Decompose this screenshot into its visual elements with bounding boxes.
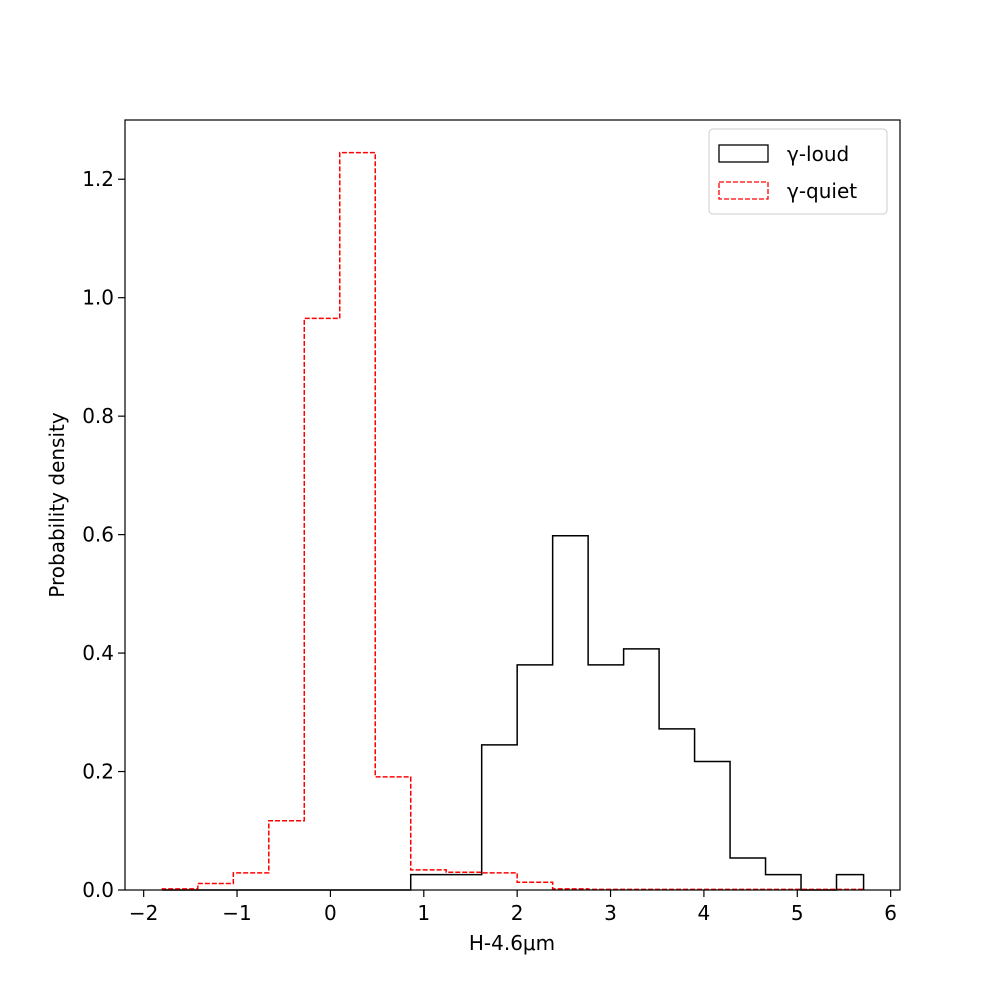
x-axis-title: H-4.6μm — [469, 931, 555, 955]
x-tick-label: 4 — [698, 901, 711, 925]
legend-swatch-loud — [718, 144, 769, 163]
x-tick-label: 5 — [791, 901, 804, 925]
y-tick-label: 1.0 — [82, 286, 114, 310]
x-tick-label: 2 — [511, 901, 524, 925]
x-tick-label: −2 — [129, 901, 158, 925]
y-tick-label: 1.2 — [82, 167, 114, 191]
y-tick-label: 0.2 — [82, 760, 114, 784]
y-tick-label: 0.0 — [82, 878, 114, 902]
axes-frame — [124, 119, 901, 891]
x-tick-label: −1 — [222, 901, 251, 925]
legend-box — [708, 128, 888, 215]
x-tick-label: 0 — [324, 901, 337, 925]
y-tick-label: 0.6 — [82, 523, 114, 547]
axis-ticks: −2 −1 0 1 2 3 4 5 6 0.0 0.2 0.4 0.6 0.8 1.0 1.2 — [82, 167, 897, 925]
y-tick-label: 0.8 — [82, 404, 114, 428]
x-tick-label: 3 — [604, 901, 617, 925]
legend-label-quiet: γ-quiet — [787, 179, 857, 203]
y-tick-label: 0.4 — [82, 641, 114, 665]
x-tick-label: 6 — [884, 901, 897, 925]
legend-swatch-quiet — [718, 181, 769, 200]
legend-label-loud: γ-loud — [787, 142, 849, 166]
legend: γ-loud γ-quiet — [708, 128, 888, 215]
x-tick-label: 1 — [417, 901, 430, 925]
y-axis-title: Probability density — [45, 412, 69, 598]
